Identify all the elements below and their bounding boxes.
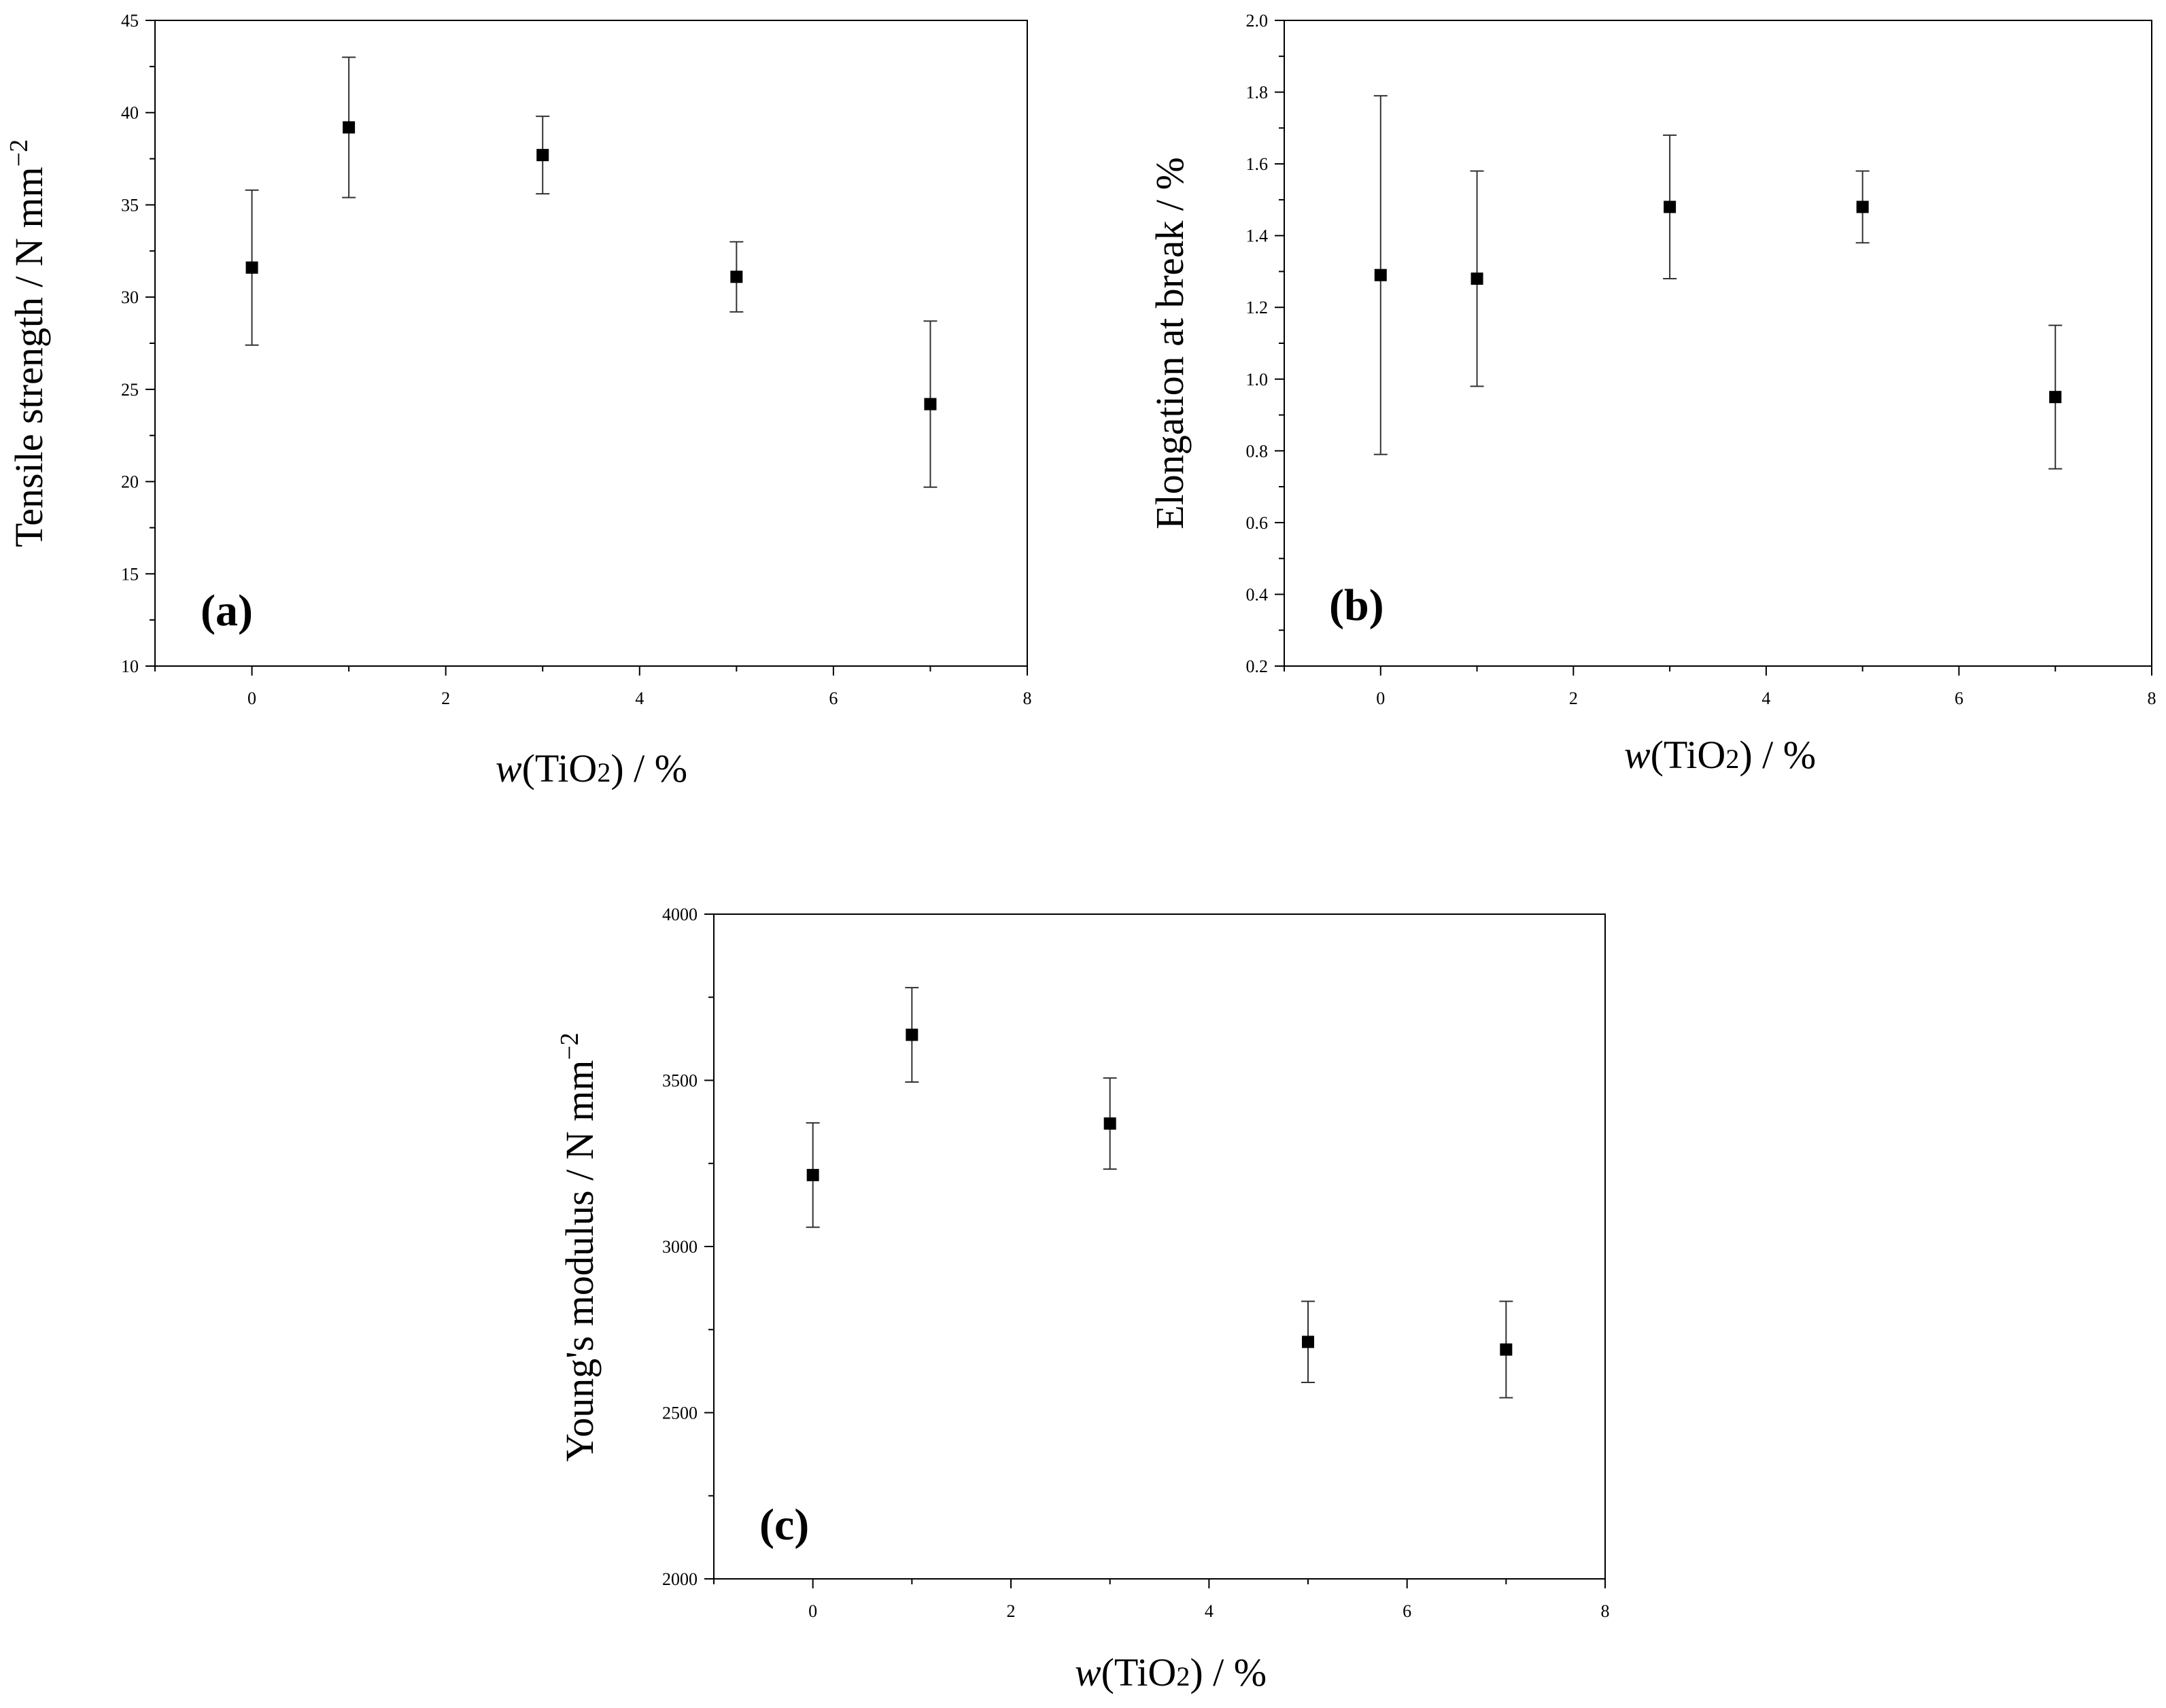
chart-b-y-tick-label: 1.6 (1246, 154, 1269, 174)
chart-b-x-tick-label: 4 (1761, 689, 1770, 708)
chart-c-x-axis-title: w(TiO2) / % (1075, 1650, 1267, 1694)
chart-b-x-tick-label: 8 (2148, 689, 2156, 708)
chart-a-y-tick-label: 25 (121, 380, 139, 400)
chart-a-x-axis-title: w(TiO2) / % (496, 746, 687, 790)
chart-a-data-point (245, 261, 258, 274)
chart-a-data-point (730, 271, 743, 283)
chart-c-x-tick-label: 8 (1601, 1601, 1610, 1621)
chart-b: 0 2 4 6 80.20.40.60.81.01.21.41.61.82.0 (b) … (1148, 11, 2156, 777)
chart-b-data-point (1856, 201, 1869, 213)
chart-a-panel-label: (a) (201, 586, 253, 635)
chart-b-y-tick-label: 1.8 (1246, 83, 1269, 103)
chart-b-y-tick-label: 2.0 (1246, 11, 1269, 31)
chart-a: 0 2 4 6 8 10 15 20 25 30 35 40 45 (a) w(TiO2) / % Te… (5, 11, 1032, 790)
chart-c-x-tick-label: 0 (808, 1601, 817, 1621)
chart-b-y-tick-label: 0.4 (1246, 585, 1269, 604)
chart-a-y-tick-label: 35 (121, 195, 139, 215)
chart-a-data-point (924, 398, 937, 411)
chart-c-x-tick-label: 6 (1403, 1601, 1411, 1621)
chart-c-x-tick-label: 4 (1205, 1601, 1214, 1621)
chart-c-y-axis-title: Young's modulus / N mm−2 (555, 1032, 602, 1462)
chart-a-y-tick-label: 45 (121, 11, 139, 31)
chart-c-data-point (1500, 1343, 1513, 1356)
chart-a-y-tick-label: 15 (121, 564, 139, 584)
chart-a-x-tick-label: 0 (247, 689, 256, 708)
chart-c-y-tick-label: 4000 (662, 905, 698, 924)
chart-b-panel-label: (b) (1329, 580, 1384, 630)
chart-c-ticks: 0 2 4 6 8 2000 2500 3000 3500 4000 (662, 905, 1610, 1621)
chart-b-y-tick-label: 1.2 (1246, 298, 1269, 317)
chart-c-data-point (906, 1028, 918, 1041)
chart-c: 0 2 4 6 8 2000 2500 3000 3500 4000 (c) w(TiO2) / … (555, 905, 1610, 1694)
chart-a-ticks: 0 2 4 6 8 10 15 20 25 30 35 40 45 (121, 11, 1032, 708)
chart-a-x-tick-label: 4 (635, 689, 644, 708)
chart-b-y-tick-label: 1.0 (1246, 370, 1269, 389)
chart-a-plot-frame (154, 20, 1028, 667)
chart-b-data-point (1471, 273, 1483, 285)
chart-c-points (806, 1028, 1513, 1356)
chart-b-x-tick-label: 0 (1376, 689, 1385, 708)
chart-b-data-point (1664, 201, 1677, 213)
chart-b-ticks: 0 2 4 6 8 0.2 0.4 0.6 0.8 1.0 1.2 1.4 1.6 1.8 2.0 (1246, 11, 2156, 708)
chart-c-data-point (806, 1168, 819, 1181)
chart-a-y-tick-label: 30 (121, 287, 139, 307)
chart-a-y-tick-label: 20 (121, 472, 139, 492)
chart-b-points (1374, 201, 2062, 404)
chart-c-x-tick-label: 2 (1007, 1601, 1016, 1621)
chart-b-x-tick-label: 2 (1569, 689, 1578, 708)
chart-a-data-point (536, 149, 549, 162)
chart-b-data-point (1374, 268, 1387, 281)
chart-b-x-tick-label: 6 (1955, 689, 1963, 708)
chart-c-data-point (1302, 1336, 1314, 1348)
chart-c-error-bars (806, 987, 1513, 1399)
chart-c-panel-label: (c) (759, 1500, 809, 1550)
chart-b-plot-frame (1284, 20, 2152, 667)
chart-c-data-point (1103, 1117, 1116, 1130)
chart-b-x-axis-title: w(TiO2) / % (1624, 733, 1816, 777)
chart-b-y-tick-label: 0.8 (1246, 441, 1269, 461)
chart-a-y-tick-label: 40 (121, 103, 139, 123)
chart-a-x-tick-label: 2 (441, 689, 450, 708)
chart-a-points (245, 121, 937, 411)
chart-a-x-tick-label: 6 (829, 689, 838, 708)
chart-a-x-tick-label: 8 (1023, 689, 1032, 708)
chart-c-y-tick-label: 3500 (662, 1071, 698, 1091)
chart-b-y-tick-label: 0.2 (1246, 657, 1269, 676)
chart-b-y-axis-title: Elongation at break / % (1148, 157, 1192, 529)
chart-b-y-tick-label: 1.4 (1246, 226, 1269, 246)
chart-a-y-axis-title: Tensile strength / N mm−2 (5, 139, 51, 547)
chart-b-data-point (2049, 391, 2062, 404)
chart-a-data-point (343, 121, 356, 134)
chart-c-y-tick-label: 2000 (662, 1569, 698, 1589)
chart-c-y-tick-label: 3000 (662, 1237, 698, 1257)
chart-c-y-tick-label: 2500 (662, 1404, 698, 1423)
chart-a-y-tick-label: 10 (121, 657, 139, 676)
chart-b-y-tick-label: 0.6 (1246, 513, 1269, 533)
chart-c-plot-frame (713, 913, 1606, 1580)
